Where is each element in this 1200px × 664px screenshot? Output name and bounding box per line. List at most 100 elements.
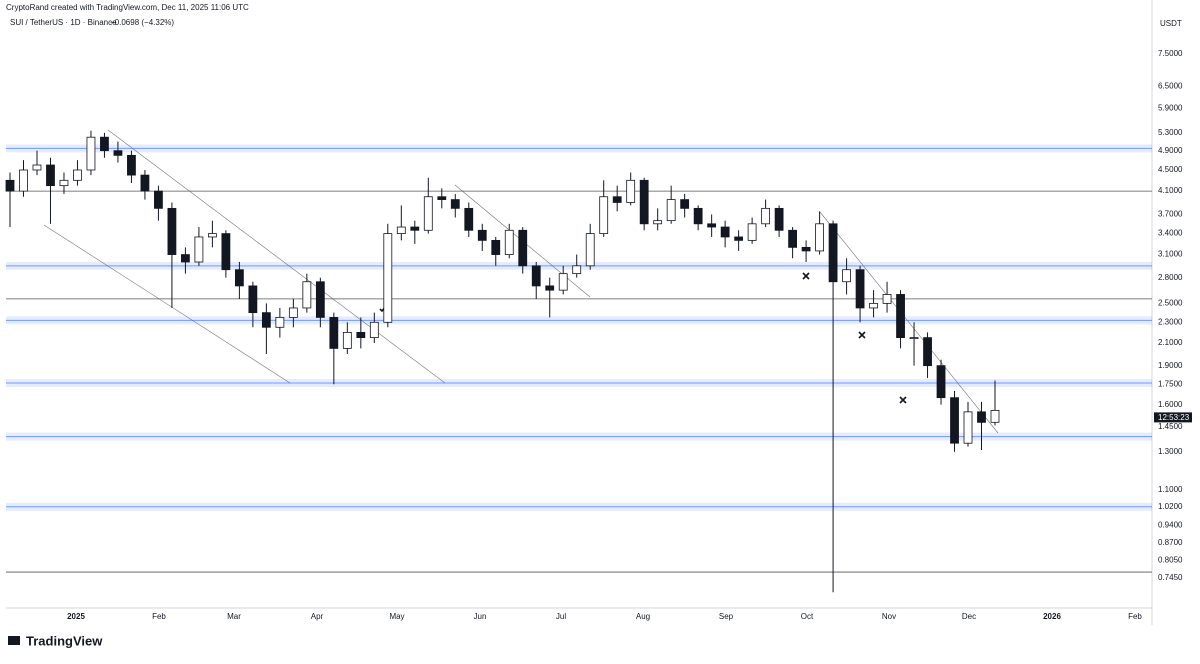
- candle-body: [437, 196, 447, 200]
- candle-body: [356, 331, 366, 339]
- candle-body: [788, 229, 798, 248]
- cross-mark: [858, 331, 866, 339]
- trendline: [819, 211, 999, 434]
- candle-body: [734, 236, 744, 241]
- candle-body: [896, 294, 905, 339]
- candle-body: [801, 246, 811, 252]
- candle-body: [828, 223, 838, 283]
- candle-body: [531, 265, 541, 287]
- candle-body: [572, 265, 582, 275]
- candle-body: [491, 239, 501, 255]
- candle-body: [558, 273, 568, 291]
- candle-body: [666, 199, 676, 222]
- x-tick-label: Mar: [227, 612, 241, 621]
- y-tick-label: 1.0200: [1158, 502, 1183, 511]
- y-tick-label: 5.9000: [1158, 104, 1183, 113]
- candle-body: [221, 233, 231, 271]
- y-tick-label: 2.1000: [1158, 338, 1183, 347]
- y-tick-label: 4.5000: [1158, 165, 1183, 174]
- candle-body: [181, 254, 190, 263]
- candle-body: [383, 233, 393, 323]
- candle-body: [46, 164, 55, 187]
- candle-body: [963, 411, 973, 444]
- candle-body: [329, 317, 339, 349]
- countdown: 12:53:23: [1158, 413, 1190, 422]
- candle-body: [882, 294, 892, 304]
- candle-body: [342, 331, 352, 349]
- candle-body: [5, 179, 15, 192]
- candle-body: [19, 169, 28, 192]
- logo: TradingView: [8, 633, 103, 648]
- y-axis-label: USDT: [1160, 19, 1182, 28]
- candle-body: [410, 226, 420, 231]
- candle-body: [207, 233, 217, 238]
- candle-body: [100, 136, 109, 152]
- candle-body: [693, 207, 703, 225]
- y-tick-label: 0.9400: [1158, 520, 1183, 529]
- candle-body: [261, 312, 271, 328]
- y-tick-label: 2.3000: [1158, 317, 1183, 326]
- candle-body: [545, 285, 555, 291]
- trendline: [107, 129, 446, 384]
- candle-body: [612, 196, 622, 203]
- candle-body: [450, 199, 460, 209]
- candle-body: [585, 233, 595, 267]
- candle-body: [639, 179, 649, 225]
- x-tick-label: 2025: [67, 612, 85, 621]
- trendline: [43, 224, 291, 384]
- candle-body: [761, 207, 771, 225]
- candle-body: [477, 229, 487, 241]
- x-tick-label: Jun: [474, 612, 487, 621]
- candle-body: [275, 317, 285, 328]
- x-tick-label: May: [389, 612, 404, 621]
- y-tick-label: 2.5000: [1158, 298, 1183, 307]
- cross-mark: [899, 396, 907, 404]
- x-tick-label: Oct: [801, 612, 814, 621]
- y-tick-label: 0.7450: [1158, 573, 1183, 582]
- y-tick-label: 0.8050: [1158, 556, 1183, 565]
- y-tick-label: 3.1000: [1158, 250, 1183, 259]
- x-tick-label: Feb: [152, 612, 166, 621]
- countdown-box: [1154, 412, 1192, 423]
- candle-body: [842, 269, 851, 283]
- y-tick-label: 2.8000: [1158, 273, 1183, 282]
- x-tick-label: Feb: [1128, 612, 1142, 621]
- candle-body: [369, 321, 379, 339]
- y-tick-label: 1.9000: [1158, 361, 1183, 370]
- y-tick-label: 5.3000: [1158, 128, 1183, 137]
- x-tick-label: Aug: [636, 612, 650, 621]
- y-tick-label: 4.1000: [1158, 186, 1183, 195]
- logo-icon: [8, 636, 20, 645]
- x-tick-label: Nov: [882, 612, 896, 621]
- candle-body: [167, 207, 177, 255]
- candle-body: [936, 365, 946, 399]
- y-tick-label: 0.8700: [1158, 538, 1183, 547]
- brand: TradingView: [26, 633, 103, 648]
- candle-body: [518, 229, 528, 267]
- candle-body: [140, 174, 150, 192]
- y-tick-label: 3.7000: [1158, 210, 1183, 219]
- candle-body: [248, 285, 258, 314]
- candle-body: [315, 281, 325, 318]
- candle-body: [234, 269, 244, 287]
- candle-body: [747, 223, 757, 241]
- y-tick-label: 1.1000: [1158, 485, 1183, 494]
- candle-body: [680, 199, 690, 209]
- x-tick-label: Jul: [556, 612, 566, 621]
- x-tick-label: Dec: [962, 612, 976, 621]
- candle-body: [59, 179, 69, 187]
- candle-body: [720, 226, 730, 238]
- candle-body: [194, 236, 204, 263]
- x-tick-label: Apr: [311, 612, 324, 621]
- candle-body: [909, 337, 919, 340]
- symbol: SUI / TetherUS · 1D · Binance: [10, 18, 117, 27]
- y-tick-label: 1.6000: [1158, 400, 1183, 409]
- candle-body: [288, 307, 298, 318]
- candle-body: [869, 302, 878, 309]
- candle-body: [154, 190, 163, 209]
- candle-body: [774, 207, 784, 231]
- candle-body: [923, 337, 932, 367]
- candle-body: [707, 223, 717, 228]
- candle-body: [626, 179, 636, 203]
